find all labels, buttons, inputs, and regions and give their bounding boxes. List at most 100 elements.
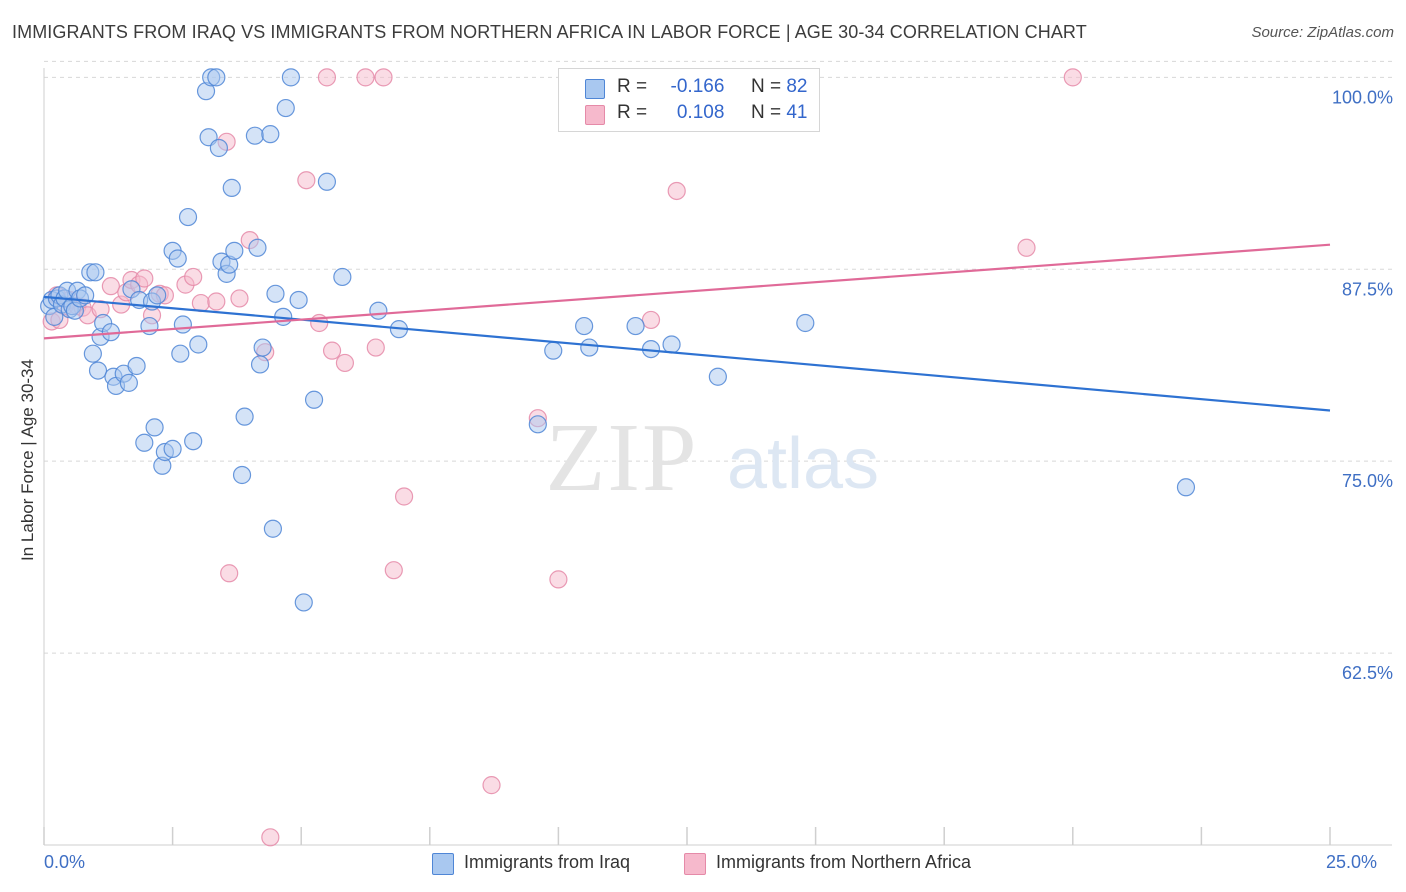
data-point: [796, 313, 815, 333]
data-point: [168, 249, 187, 268]
data-point: [127, 356, 146, 376]
axes: [43, 68, 1392, 846]
data-point: [304, 390, 324, 409]
data-point: [322, 341, 342, 360]
data-point: [88, 361, 108, 380]
data-point: [263, 519, 283, 538]
x-axis-min-label: 0.0%: [44, 852, 86, 872]
data-point: [184, 267, 203, 287]
data-point: [266, 284, 285, 303]
data-point: [119, 373, 138, 392]
correlation-legend: R = -0.166 N = 82 R = 0.108 N = 41: [558, 68, 820, 132]
data-point: [135, 433, 154, 452]
data-point: [384, 561, 403, 580]
data-point: [220, 564, 239, 583]
data-point: [209, 138, 228, 158]
y-tick-labels: 100.0% 87.5% 75.0% 62.5%: [1332, 87, 1393, 683]
data-point: [356, 68, 375, 87]
data-point: [369, 301, 388, 320]
legend-n-label: N =: [750, 102, 782, 123]
chart-source: Source: ZipAtlas.com: [1251, 24, 1394, 41]
watermark-atlas: atlas: [727, 424, 879, 504]
data-point: [191, 293, 210, 313]
data-point: [261, 125, 280, 144]
data-point: [333, 267, 352, 287]
legend-n-label: N =: [750, 76, 782, 97]
legend-swatch-northern-africa: [684, 853, 706, 875]
data-point: [253, 338, 272, 357]
data-point: [1063, 68, 1082, 87]
data-point: [708, 367, 727, 386]
series-iraq-points: [40, 68, 1196, 612]
legend-label-iraq: Immigrants from Iraq: [464, 852, 631, 872]
data-point: [289, 290, 308, 310]
legend-swatch-northern-africa: [585, 105, 605, 125]
trendline-iraq: [43, 295, 1331, 412]
data-point: [528, 415, 547, 434]
data-point: [178, 207, 198, 227]
data-point: [86, 263, 105, 282]
data-point: [189, 335, 208, 354]
x-axis-max-label: 25.0%: [1326, 852, 1378, 872]
data-point: [225, 241, 244, 260]
data-point: [374, 68, 393, 87]
data-point: [245, 126, 265, 145]
data-point: [667, 181, 686, 201]
data-point: [1017, 238, 1036, 257]
data-point: [171, 344, 190, 363]
trendlines: [43, 243, 1331, 412]
data-point: [173, 315, 192, 334]
data-point: [1176, 478, 1196, 497]
data-point: [135, 269, 154, 288]
chart-title: IMMIGRANTS FROM IRAQ VS IMMIGRANTS FROM …: [12, 22, 1087, 42]
y-tick-label: 100.0%: [1332, 87, 1393, 107]
data-point: [549, 570, 568, 589]
data-point: [230, 289, 249, 308]
data-point: [207, 292, 226, 311]
data-point: [261, 828, 280, 847]
data-point: [207, 68, 226, 87]
watermark-zip: ZIP: [546, 404, 699, 512]
data-point: [580, 338, 599, 357]
data-point: [317, 68, 337, 87]
data-point: [83, 344, 102, 363]
y-tick-label: 75.0%: [1342, 471, 1393, 491]
legend-r-value-northern-africa: 0.108: [676, 102, 725, 123]
y-tick-label: 87.5%: [1342, 279, 1393, 299]
legend-swatch-iraq: [585, 79, 605, 99]
data-point: [317, 172, 337, 191]
data-point: [250, 355, 270, 374]
data-point: [366, 338, 385, 357]
data-point: [145, 418, 164, 437]
data-point: [482, 776, 501, 795]
legend-n-value-northern-africa: 41: [786, 102, 808, 123]
data-point: [101, 277, 120, 296]
legend-r-value-iraq: -0.166: [670, 76, 725, 97]
legend-label-northern-africa: Immigrants from Northern Africa: [716, 852, 972, 872]
data-point: [575, 316, 594, 336]
legend-r-label: R =: [617, 76, 648, 97]
legend-n-value-iraq: 82: [786, 76, 808, 97]
data-point: [148, 286, 167, 305]
data-point: [232, 465, 252, 485]
data-point: [544, 341, 563, 360]
data-point: [281, 68, 301, 87]
data-point: [626, 316, 645, 336]
data-point: [276, 98, 295, 118]
data-point: [184, 432, 203, 451]
data-point: [163, 439, 182, 458]
trendline-northern-africa: [43, 243, 1331, 340]
y-axis-label: In Labor Force | Age 30-34: [18, 359, 37, 561]
data-point: [248, 238, 267, 257]
data-point: [297, 171, 316, 190]
watermark: ZIP atlas: [546, 404, 880, 512]
legend-swatch-iraq: [432, 853, 454, 875]
data-point: [662, 335, 681, 354]
y-tick-label: 62.5%: [1342, 663, 1393, 683]
legend-r-label: R =: [617, 102, 648, 123]
data-point: [641, 310, 661, 330]
data-point: [335, 353, 355, 373]
data-point: [222, 178, 241, 197]
data-point: [294, 593, 313, 612]
